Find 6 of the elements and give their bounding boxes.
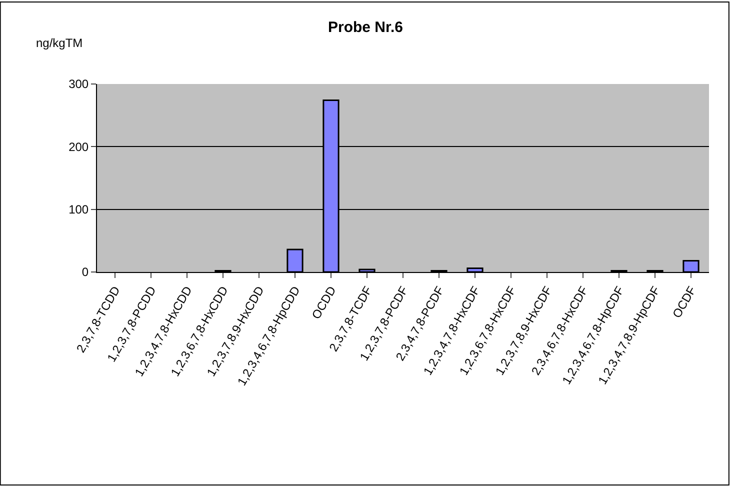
chart-title: Probe Nr.6: [328, 19, 404, 36]
y-tick-label: 200: [68, 140, 89, 154]
y-axis-title: ng/kgTM: [36, 36, 83, 50]
y-tick-label: 100: [68, 202, 89, 217]
y-tick-label: 300: [68, 77, 89, 92]
y-tick-label: 0: [82, 265, 89, 280]
